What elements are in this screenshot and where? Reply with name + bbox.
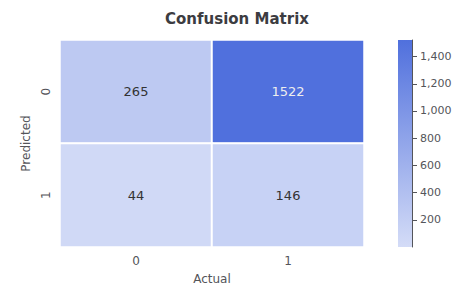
svg-text:600: 600 [420,159,441,172]
svg-text:200: 200 [420,213,441,226]
svg-text:0: 0 [39,88,53,96]
svg-text:Predicted: Predicted [19,115,33,171]
svg-text:Actual: Actual [193,272,231,286]
svg-text:0: 0 [132,254,140,268]
svg-text:265: 265 [124,84,149,99]
svg-text:1,200: 1,200 [420,77,452,90]
svg-text:Confusion Matrix: Confusion Matrix [165,10,309,28]
svg-text:146: 146 [276,188,301,203]
svg-text:1,400: 1,400 [420,50,452,63]
svg-text:1,000: 1,000 [420,104,452,117]
svg-text:400: 400 [420,186,441,199]
svg-text:800: 800 [420,132,441,145]
svg-text:44: 44 [128,188,145,203]
svg-text:1: 1 [39,191,53,199]
svg-text:1: 1 [284,254,292,268]
svg-text:1522: 1522 [271,84,304,99]
